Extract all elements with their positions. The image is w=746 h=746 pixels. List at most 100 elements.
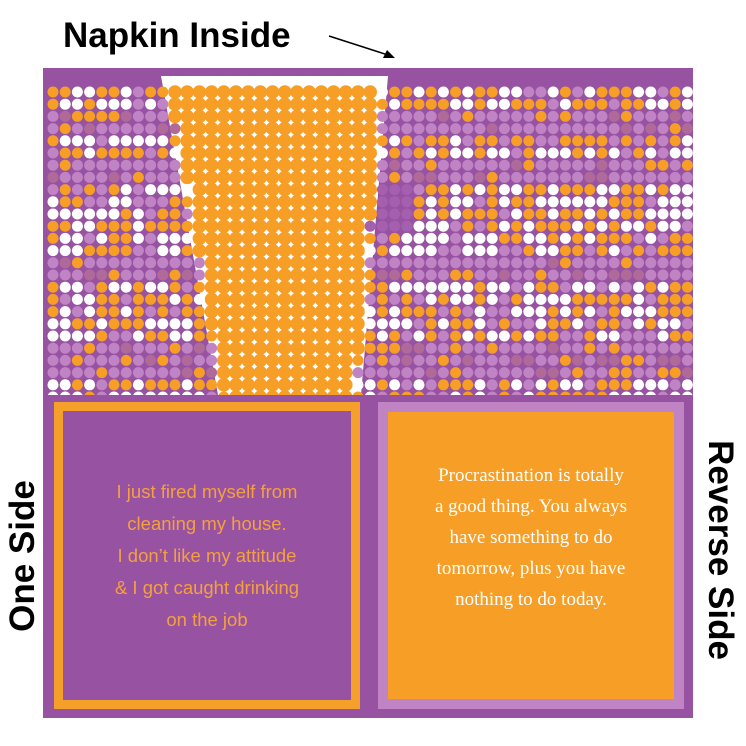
pattern-dot xyxy=(339,121,353,136)
pattern-dot xyxy=(511,147,523,159)
pattern-dot xyxy=(462,269,474,281)
pattern-dot xyxy=(474,220,486,232)
pattern-dot xyxy=(572,196,584,208)
pattern-dot xyxy=(389,318,401,330)
pattern-dot xyxy=(145,110,157,122)
pattern-dot xyxy=(657,391,669,395)
pattern-dot xyxy=(620,220,632,232)
pattern-dot xyxy=(596,318,608,330)
pattern-dot xyxy=(681,330,693,342)
pattern-dot xyxy=(229,109,243,124)
pattern-dot xyxy=(192,97,207,111)
pattern-dot xyxy=(633,171,645,183)
pattern-dot xyxy=(96,220,108,232)
pattern-dot xyxy=(204,243,219,258)
pattern-dot xyxy=(265,195,280,209)
pattern-dot xyxy=(596,159,608,171)
pattern-dot xyxy=(450,281,462,293)
pattern-dot xyxy=(169,159,181,171)
pattern-dot xyxy=(633,367,645,379)
pattern-dot xyxy=(547,342,559,354)
pattern-dot xyxy=(584,220,596,232)
pattern-dot xyxy=(204,292,219,307)
pattern-dot xyxy=(290,170,304,185)
pattern-dot xyxy=(217,134,231,148)
pattern-dot xyxy=(669,135,681,147)
pattern-dot xyxy=(547,269,559,281)
pattern-dot xyxy=(278,134,292,148)
pattern-dot xyxy=(181,318,193,330)
pattern-dot xyxy=(192,182,207,197)
pattern-dot xyxy=(584,281,596,293)
pattern-dot xyxy=(474,354,486,366)
pattern-dot xyxy=(535,98,547,110)
text-line: & I got caught drinking xyxy=(114,576,300,598)
pattern-dot xyxy=(620,159,632,171)
pattern-dot xyxy=(413,354,425,366)
pattern-dot xyxy=(59,184,71,196)
pattern-dot xyxy=(498,232,510,244)
pattern-dot xyxy=(547,135,559,147)
pattern-dot xyxy=(437,98,449,110)
pattern-dot xyxy=(169,220,181,232)
pattern-dot xyxy=(425,306,437,318)
pattern-dot xyxy=(60,391,71,395)
pattern-dot xyxy=(72,391,83,395)
pattern-dot xyxy=(486,342,498,354)
pattern-dot xyxy=(474,196,486,208)
pattern-dot xyxy=(59,147,71,159)
pattern-dot xyxy=(486,269,498,281)
pattern-dot xyxy=(84,184,96,196)
pattern-dot xyxy=(511,171,523,183)
pattern-dot xyxy=(229,378,243,392)
pattern-dot xyxy=(486,208,498,220)
pattern-dot xyxy=(71,367,83,379)
pattern-dot xyxy=(253,170,268,185)
pattern-dot xyxy=(241,365,255,380)
pattern-dot xyxy=(217,353,231,368)
napkin-inside-label: Napkin Inside xyxy=(63,16,291,55)
pattern-dot xyxy=(376,159,388,171)
pattern-dot xyxy=(462,147,474,159)
pattern-dot xyxy=(145,147,157,159)
pattern-dot xyxy=(326,85,341,99)
pattern-dot xyxy=(559,184,571,196)
pattern-dot xyxy=(523,281,535,293)
pattern-dot xyxy=(290,121,304,136)
pattern-dot xyxy=(302,109,317,124)
pattern-dot xyxy=(253,146,268,160)
pattern-dot xyxy=(59,281,71,293)
pattern-dot xyxy=(145,354,157,366)
pattern-dot xyxy=(339,390,353,395)
pattern-dot xyxy=(157,342,169,354)
pattern-dot xyxy=(450,354,462,366)
pattern-dot xyxy=(572,342,584,354)
pattern-dot xyxy=(169,245,181,257)
pattern-dot xyxy=(462,232,474,244)
pattern-dot xyxy=(486,159,498,171)
pattern-dot xyxy=(462,257,474,269)
pattern-dot xyxy=(413,110,425,122)
pattern-dot xyxy=(59,330,71,342)
pattern-dot xyxy=(278,207,292,221)
pattern-dot xyxy=(84,318,96,330)
pattern-dot xyxy=(633,281,645,293)
pattern-dot xyxy=(681,232,693,244)
pattern-dot xyxy=(376,171,388,183)
pattern-dot xyxy=(681,135,693,147)
pattern-dot xyxy=(217,121,231,136)
pattern-dot xyxy=(145,196,157,208)
pattern-dot xyxy=(302,146,317,160)
pattern-dot xyxy=(511,269,523,281)
pattern-dot xyxy=(584,391,595,395)
pattern-dot xyxy=(596,391,608,395)
pattern-dot xyxy=(314,268,329,282)
pattern-dot xyxy=(217,97,231,111)
pattern-dot xyxy=(523,184,535,196)
pattern-dot xyxy=(265,317,280,331)
pattern-dot xyxy=(401,123,413,135)
pattern-dot xyxy=(326,134,341,148)
pattern-dot xyxy=(84,232,96,244)
pattern-dot xyxy=(351,256,365,270)
pattern-dot xyxy=(559,86,571,98)
